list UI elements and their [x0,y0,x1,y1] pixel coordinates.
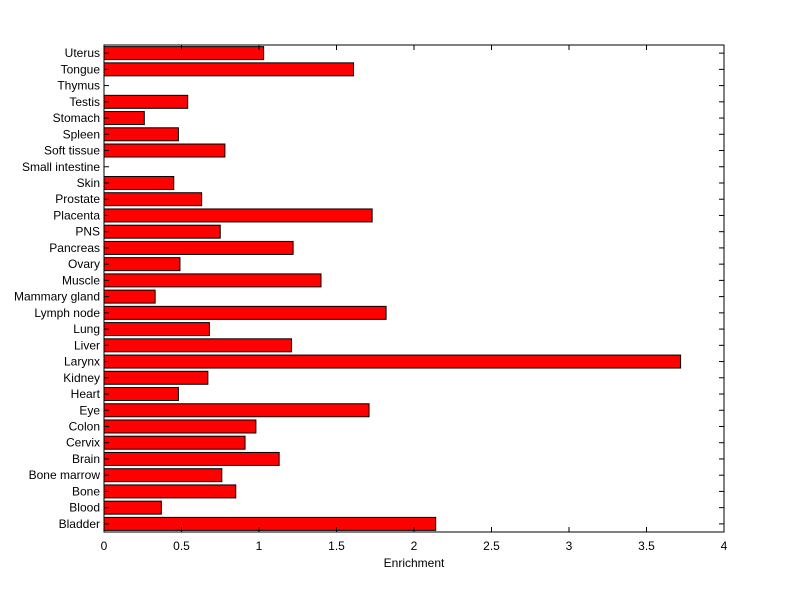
y-tick-label-ovary: Ovary [68,257,100,271]
y-tick-label-heart: Heart [71,387,101,401]
y-tick-label-blood: Blood [69,501,100,515]
x-tick-label: 1 [256,539,263,553]
bar-liver [103,338,293,353]
x-tick-label: 0 [101,539,108,553]
x-tick-label: 1.5 [328,539,345,553]
bar-eye [103,403,370,418]
y-tick-label-spleen: Spleen [63,127,100,141]
bars-layer [103,46,682,531]
y-tick-label-bone: Bone [72,484,100,498]
y-tick-label-liver: Liver [74,338,100,352]
y-tick-label-skin: Skin [77,176,100,190]
bar-skin [103,175,175,190]
ticks-layer [103,45,725,532]
bar-spleen [103,127,179,142]
y-tick-label-eye: Eye [79,403,100,417]
y-tick-label-kidney: Kidney [63,371,100,385]
y-tick-label-pns: PNS [75,225,100,239]
bar-kidney [103,370,209,385]
y-tick-label-soft-tissue: Soft tissue [44,144,100,158]
bar-soft-tissue [103,143,226,158]
bar-stomach [103,111,145,126]
bar-larynx [103,354,682,369]
bar-lymph-node [103,305,387,320]
bar-lung [103,322,210,337]
bar-tongue [103,62,355,77]
y-tick-label-bladder: Bladder [59,517,100,531]
y-tick-label-colon: Colon [69,419,100,433]
y-tick-label-thymus: Thymus [57,79,100,93]
y-tick-label-prostate: Prostate [55,192,100,206]
x-tick-label: 2.5 [483,539,500,553]
y-tick-label-stomach: Stomach [53,111,100,125]
y-tick-label-tongue: Tongue [61,62,101,76]
y-tick-label-lung: Lung [73,322,100,336]
x-tick-label: 4 [721,539,728,553]
y-tick-label-bone-marrow: Bone marrow [29,468,101,482]
y-tick-label-brain: Brain [72,452,100,466]
bar-testis [103,94,189,109]
x-tick-label: 3.5 [638,539,655,553]
bar-cervix [103,435,246,450]
bar-colon [103,419,257,434]
bar-bone [103,484,237,499]
y-tick-label-testis: Testis [69,95,100,109]
bar-bladder [103,516,437,531]
bar-pns [103,224,221,239]
x-tick-label: 3 [566,539,573,553]
bar-prostate [103,192,203,207]
bar-brain [103,451,280,466]
bar-blood [103,500,162,515]
y-tick-label-larynx: Larynx [64,355,100,369]
bar-uterus [103,46,265,61]
y-tick-label-small-intestine: Small intestine [22,160,100,174]
bar-pancreas [103,240,294,255]
y-tick-label-uterus: Uterus [65,46,100,60]
y-tick-label-cervix: Cervix [66,436,100,450]
y-tick-label-lymph-node: Lymph node [34,306,100,320]
x-tick-label: 0.5 [173,539,190,553]
bar-mammary-gland [103,289,156,304]
y-tick-label-placenta: Placenta [53,208,100,222]
bar-placenta [103,208,373,223]
bar-bone-marrow [103,468,223,483]
bar-ovary [103,257,181,272]
bar-muscle [103,273,322,288]
x-tick-label: 2 [411,539,418,553]
y-tick-label-mammary-gland: Mammary gland [14,290,100,304]
x-axis-label: Enrichment [384,556,445,570]
y-tick-label-muscle: Muscle [62,273,100,287]
labels-layer: Bladder Blood Bone Bone marrow Brain Cervix Co… [14,46,728,553]
bar-heart [103,387,179,402]
y-tick-label-pancreas: Pancreas [49,241,100,255]
